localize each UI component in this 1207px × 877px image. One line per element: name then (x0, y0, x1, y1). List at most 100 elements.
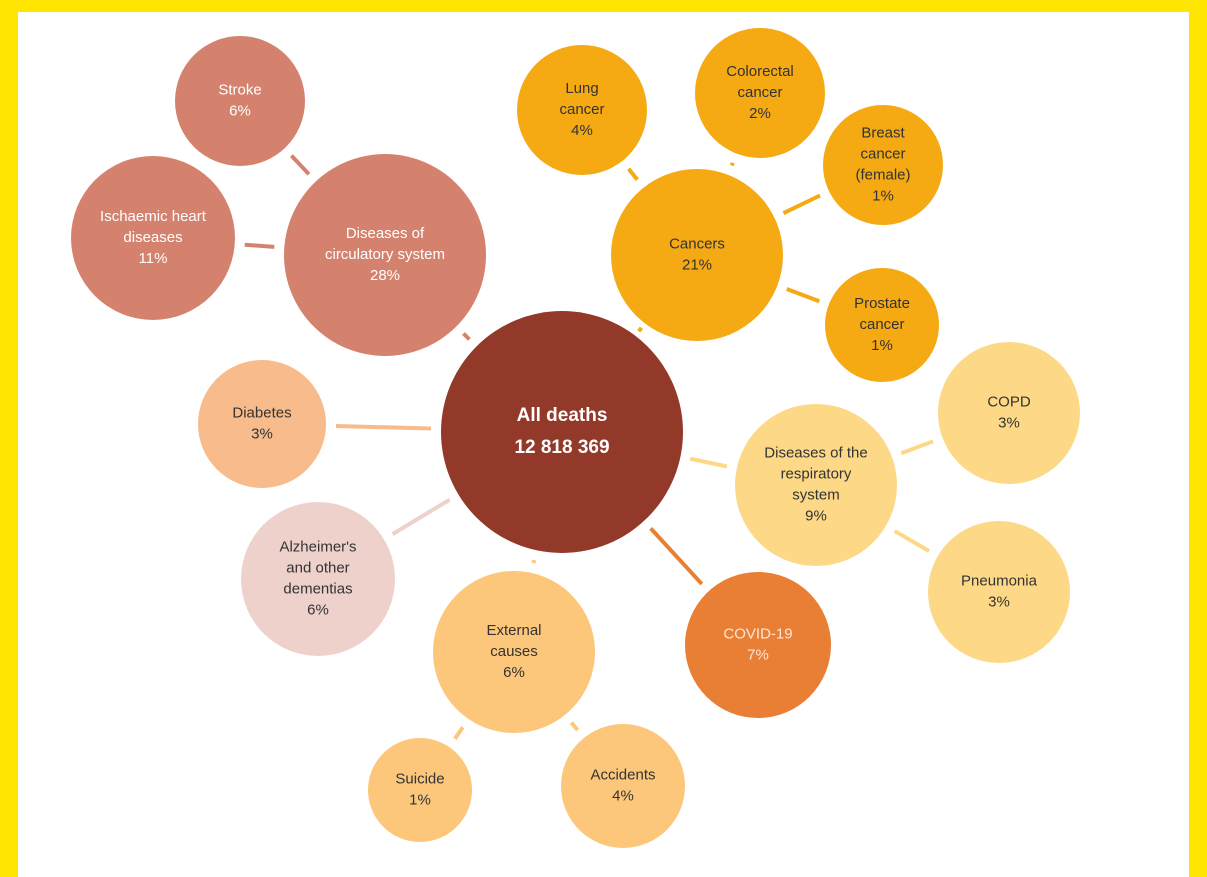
bubble-suicide: Suicide 1% (368, 738, 472, 842)
bubble-colorectal-label-1: cancer (737, 84, 782, 101)
bubble-prostate-label-1: cancer (859, 316, 904, 333)
bubble-circulatory-label-2: 28% (370, 267, 400, 284)
connector-center-circulatory (462, 332, 471, 341)
bubble-diabetes: Diabetes 3% (198, 360, 326, 488)
bubble-respiratory-label-3: 9% (805, 507, 827, 524)
bubble-accidents-circle (561, 724, 685, 848)
connector-respiratory-pneumonia (893, 529, 931, 553)
connector-center-alzheimers (391, 497, 451, 536)
bubble-circulatory-circle (284, 154, 486, 356)
bubble-copd-label-1: 3% (998, 414, 1020, 431)
bubble-cancers: Cancers 21% (611, 169, 783, 341)
connector-center-cancers (637, 326, 644, 333)
bubble-ischaemic-label-2: 11% (139, 250, 168, 267)
bubble-breast: Breast cancer (female) 1% (823, 105, 943, 225)
bubble-circulatory: Diseases of circulatory system 28% (284, 154, 486, 356)
bubble-prostate-circle (825, 268, 939, 382)
bubble-prostate-label-0: Prostate (854, 295, 910, 312)
bubble-copd-circle (938, 342, 1080, 484)
bubble-alzheimers: Alzheimer's and other dementias 6% (241, 502, 395, 656)
connector-respiratory-copd (900, 439, 934, 456)
bubble-diabetes-label-1: 3% (251, 425, 273, 442)
bubble-covid-label-0: COVID-19 (723, 625, 792, 642)
bubble-ischaemic-circle (71, 156, 235, 320)
connector-external-accidents (569, 721, 580, 732)
bubble-cancers-label-0: Cancers (669, 235, 725, 252)
bubble-suicide-circle (368, 738, 472, 842)
connector-center-covid (649, 527, 704, 586)
bubble-external-label-0: External (486, 622, 541, 639)
bubble-colorectal-label-0: Colorectal (726, 63, 794, 80)
connector-cancers-breast (782, 193, 821, 215)
bubble-respiratory-label-2: system (792, 486, 840, 503)
bubble-center-label-0: All deaths (517, 405, 608, 426)
bubble-covid-label-1: 7% (747, 646, 769, 663)
bubbles: Diseases of circulatory system 28% Stroke 6%… (71, 28, 1080, 848)
bubble-ischaemic-label-1: diseases (123, 229, 182, 246)
bubble-breast-label-1: cancer (860, 145, 905, 162)
bubble-colorectal-circle (695, 28, 825, 158)
connector-circulatory-ischaemic (244, 242, 275, 249)
bubble-copd: COPD 3% (938, 342, 1080, 484)
connector-lines (244, 154, 934, 740)
bubble-lung-label-0: Lung (565, 80, 598, 97)
bubble-diabetes-circle (198, 360, 326, 488)
connector-center-respiratory (689, 456, 728, 469)
bubble-external-circle (433, 571, 595, 733)
bubble-center: All deaths 12 818 369 (441, 311, 683, 553)
connector-external-suicide (453, 726, 465, 740)
bubble-alzheimers-label-0: Alzheimer's (279, 538, 356, 555)
bubble-alzheimers-circle (241, 502, 395, 656)
bubble-cancers-label-1: 21% (682, 256, 712, 273)
connector-cancers-colorectal (729, 162, 735, 167)
bubble-circulatory-label-0: Diseases of (346, 225, 425, 242)
bubble-pneumonia-circle (928, 521, 1070, 663)
connector-center-external (531, 559, 537, 564)
bubble-respiratory-label-0: Diseases of the (764, 444, 867, 461)
bubble-external: External causes 6% (433, 571, 595, 733)
bubble-stroke-circle (175, 36, 305, 166)
bubble-alzheimers-label-1: and other (286, 559, 349, 576)
bubble-ischaemic-label-0: Ischaemic heart (100, 208, 207, 225)
bubble-accidents-label-1: 4% (612, 787, 634, 804)
bubble-stroke-label-0: Stroke (218, 81, 261, 98)
bubble-breast-circle (823, 105, 943, 225)
bubble-external-label-1: causes (490, 643, 538, 660)
bubble-breast-label-3: 1% (872, 187, 894, 204)
bubble-suicide-label-0: Suicide (395, 770, 444, 787)
bubble-diabetes-label-0: Diabetes (232, 404, 291, 421)
bubble-alzheimers-label-3: 6% (307, 601, 329, 618)
bubble-respiratory-label-1: respiratory (781, 465, 852, 482)
bubble-breast-label-0: Breast (861, 124, 905, 141)
bubble-pneumonia: Pneumonia 3% (928, 521, 1070, 663)
bubble-prostate: Prostate cancer 1% (825, 268, 939, 382)
connector-circulatory-stroke (289, 154, 311, 176)
bubble-pneumonia-label-1: 3% (988, 593, 1010, 610)
bubble-lung: Lung cancer 4% (517, 45, 647, 175)
bubble-external-label-2: 6% (503, 664, 525, 681)
bubble-center-circle (441, 311, 683, 553)
bubble-lung-label-2: 4% (571, 122, 593, 139)
bubble-suicide-label-1: 1% (409, 791, 431, 808)
bubble-lung-label-1: cancer (559, 101, 604, 118)
bubble-center-label-1: 12 818 369 (514, 437, 609, 458)
bubble-lung-circle (517, 45, 647, 175)
bubble-covid: COVID-19 7% (685, 572, 831, 718)
bubble-alzheimers-label-2: dementias (283, 580, 352, 597)
bubble-accidents: Accidents 4% (561, 724, 685, 848)
bubble-accidents-label-0: Accidents (590, 766, 655, 783)
bubble-stroke: Stroke 6% (175, 36, 305, 166)
connector-cancers-lung (627, 167, 639, 182)
bubble-stroke-label-1: 6% (229, 102, 251, 119)
bubble-prostate-label-2: 1% (871, 337, 893, 354)
bubble-cancers-circle (611, 169, 783, 341)
bubble-ischaemic: Ischaemic heart diseases 11% (71, 156, 235, 320)
bubble-respiratory-circle (735, 404, 897, 566)
bubble-colorectal: Colorectal cancer 2% (695, 28, 825, 158)
connector-cancers-prostate (786, 287, 821, 304)
bubble-breast-label-2: (female) (855, 166, 910, 183)
bubble-copd-label-0: COPD (987, 393, 1031, 410)
bubble-circulatory-label-1: circulatory system (325, 246, 445, 263)
bubble-colorectal-label-2: 2% (749, 105, 771, 122)
